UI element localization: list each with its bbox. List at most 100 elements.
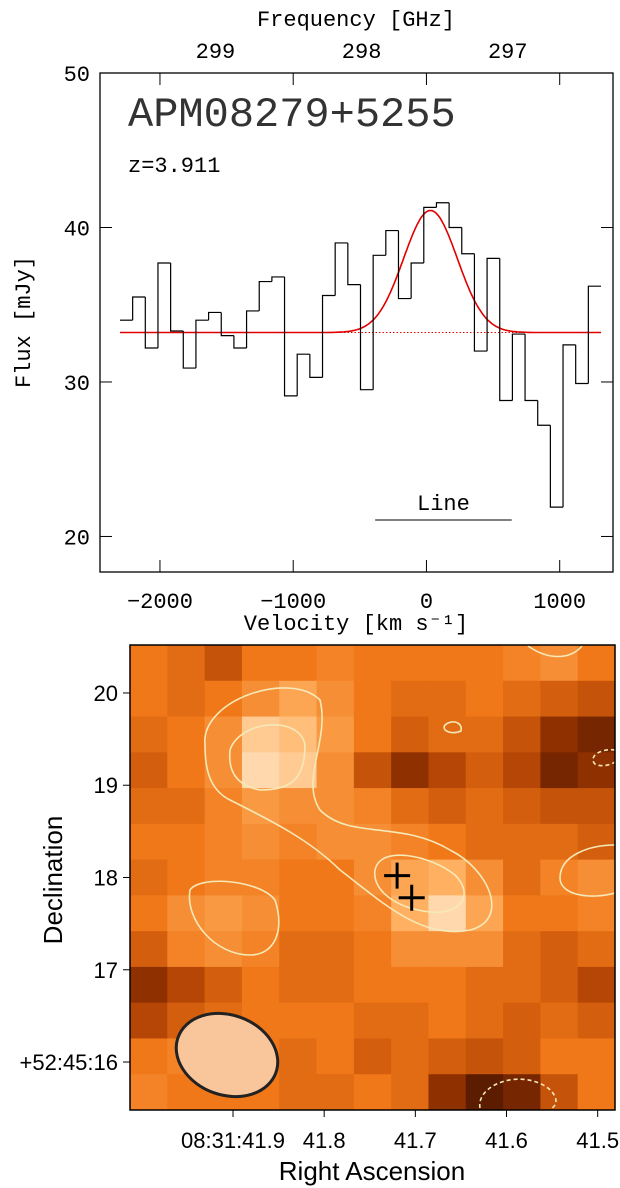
- step: [258, 280, 272, 311]
- heatmap-cell: [241, 966, 280, 1004]
- heatmap-cell: [428, 1002, 467, 1039]
- step: [157, 262, 171, 348]
- heatmap-cell: [279, 931, 318, 968]
- chart-title: APM08279+5255: [128, 91, 456, 139]
- heatmap-cell: [353, 966, 392, 1004]
- heatmap-cell: [391, 823, 429, 861]
- contour: [374, 854, 465, 914]
- step: [195, 319, 209, 369]
- heatmap-cell: [204, 931, 243, 968]
- step: [486, 257, 500, 352]
- step: [334, 242, 348, 296]
- heatmap-cell: [130, 788, 168, 825]
- heatmap-cell: [391, 752, 429, 789]
- heatmap-cell: [577, 895, 616, 932]
- heatmap-cell: [577, 823, 616, 861]
- heatmap-cell: [241, 931, 280, 968]
- heatmap-cell: [279, 752, 318, 789]
- heatmap-cell: [167, 788, 206, 825]
- x-tick-label: 41.6: [485, 1128, 528, 1153]
- step: [575, 344, 589, 385]
- heatmap-cell: [391, 680, 429, 718]
- cross-marker: [398, 884, 425, 911]
- contour: [479, 1078, 557, 1109]
- y-tick-label: +52:45:16: [20, 1050, 118, 1075]
- heatmap-cell: [353, 645, 392, 682]
- x-tick-label: −1000: [260, 590, 326, 615]
- step: [245, 310, 260, 348]
- heatmap-cell: [391, 966, 429, 1004]
- heatmap-cell: [279, 1038, 318, 1075]
- step: [296, 353, 310, 396]
- heatmap-cell: [167, 752, 206, 789]
- heatmap-cell: [204, 752, 243, 789]
- x-tick-label: 41.5: [576, 1128, 619, 1153]
- heatmap-cell: [503, 1038, 541, 1075]
- heatmap-cell: [130, 645, 168, 682]
- heatmap-cell: [316, 895, 355, 932]
- heatmap-cell: [428, 680, 467, 718]
- y-tick-label: 19: [94, 773, 118, 798]
- contour: [527, 645, 583, 658]
- heatmap-cell: [130, 895, 168, 932]
- x-tick-label: 1000: [533, 590, 586, 615]
- step: [233, 335, 247, 349]
- heatmap-cell: [503, 895, 541, 932]
- heatmap-cell: [279, 859, 318, 896]
- heatmap-cell: [316, 966, 355, 1004]
- heatmap-cell: [353, 1002, 392, 1039]
- heatmap-cell: [503, 1002, 541, 1039]
- heatmap-cell: [577, 788, 616, 825]
- contour: [443, 721, 462, 734]
- heatmap-cell: [540, 1074, 579, 1111]
- heatmap-cell: [503, 966, 541, 1004]
- heatmap-cell: [353, 788, 392, 825]
- heatmap-cell: [540, 1002, 579, 1039]
- heatmap-cell: [465, 680, 504, 718]
- heatmap-cell: [204, 680, 243, 718]
- heatmap-cell: [353, 1038, 392, 1075]
- heatmap-cell: [465, 823, 504, 861]
- annotation: Line: [417, 492, 470, 517]
- heatmap-cell: [130, 1002, 168, 1039]
- contour: [204, 687, 493, 933]
- heatmap-cell: [130, 680, 168, 718]
- heatmap-cell: [167, 645, 206, 682]
- heatmap-cell: [391, 1074, 429, 1111]
- step: [410, 262, 424, 299]
- y-tick-label: 20: [64, 526, 90, 551]
- step: [511, 333, 526, 401]
- y-tick-label: 40: [64, 217, 90, 242]
- step: [461, 227, 475, 255]
- heatmap-cell: [167, 931, 206, 968]
- plot-frame: [99, 72, 614, 573]
- heatmap-cell: [241, 752, 280, 789]
- y-tick-label: 50: [64, 63, 90, 88]
- heatmap-cell: [577, 716, 616, 753]
- heatmap-cell: [428, 859, 467, 896]
- heatmap-cell: [204, 788, 243, 825]
- heatmap-cell: [540, 680, 579, 718]
- heatmap-cell: [391, 716, 429, 753]
- step: [524, 334, 538, 402]
- contour: [188, 880, 280, 956]
- heatmap-cell: [241, 788, 280, 825]
- y-tick-label: 17: [94, 958, 118, 983]
- step: [144, 297, 158, 349]
- step: [385, 229, 399, 256]
- heatmap-cell: [391, 788, 429, 825]
- heatmap-cell: [540, 752, 579, 789]
- heatmap-cell: [130, 716, 168, 753]
- heatmap-cell: [465, 966, 504, 1004]
- heatmap-cell: [241, 645, 280, 682]
- step: [473, 253, 488, 352]
- heatmap-cell: [167, 716, 206, 753]
- heatmap-cell: [577, 859, 616, 896]
- heatmap-cell: [428, 645, 467, 682]
- heatmap-cell: [465, 1002, 504, 1039]
- heatmap-cell: [279, 966, 318, 1004]
- heatmap-cell: [204, 966, 243, 1004]
- heatmap-cell: [465, 752, 504, 789]
- heatmap-cell: [577, 1038, 616, 1075]
- heatmap-cell: [130, 1074, 168, 1111]
